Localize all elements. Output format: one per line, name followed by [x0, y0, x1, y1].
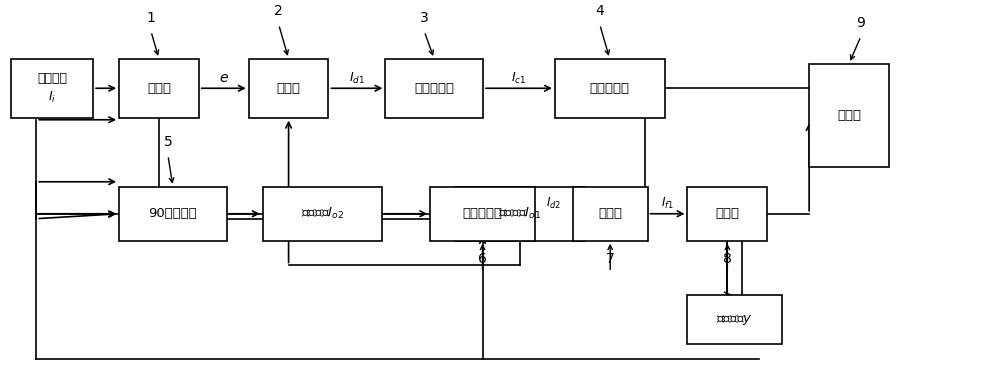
- Text: 1: 1: [147, 11, 155, 25]
- Bar: [119, 59, 199, 118]
- Text: 5: 5: [164, 135, 172, 149]
- Text: 输出信号$I_{o1}$: 输出信号$I_{o1}$: [498, 206, 542, 221]
- Bar: [573, 187, 648, 241]
- Bar: [687, 295, 782, 344]
- Text: 鉴相器: 鉴相器: [277, 82, 301, 95]
- Bar: [430, 187, 535, 241]
- Text: 90度移相器: 90度移相器: [149, 207, 197, 220]
- Text: 滤波器: 滤波器: [598, 207, 622, 220]
- Bar: [11, 59, 93, 118]
- Bar: [385, 59, 483, 118]
- Bar: [263, 187, 382, 241]
- Bar: [119, 187, 227, 241]
- Text: $I_{d2}$: $I_{d2}$: [546, 196, 561, 211]
- Text: 2: 2: [274, 5, 283, 18]
- Text: 6: 6: [478, 252, 487, 266]
- Text: 减法器: 减法器: [147, 82, 171, 95]
- Text: $I_{c1}$: $I_{c1}$: [511, 71, 527, 86]
- Bar: [687, 187, 767, 241]
- Text: 输出信号$I_{o2}$: 输出信号$I_{o2}$: [301, 206, 344, 221]
- Text: $I_{f1}$: $I_{f1}$: [661, 196, 674, 211]
- Text: 8: 8: [723, 252, 732, 266]
- Text: 环路滤波器: 环路滤波器: [414, 82, 454, 95]
- Bar: [455, 187, 585, 241]
- Text: 7: 7: [606, 252, 615, 266]
- Text: 9: 9: [857, 16, 865, 30]
- Text: $e$: $e$: [219, 71, 229, 86]
- Text: 4: 4: [595, 5, 604, 18]
- Text: 幅值调节器: 幅值调节器: [463, 207, 503, 220]
- Text: 压控振荡器: 压控振荡器: [590, 82, 630, 95]
- Text: 3: 3: [420, 11, 429, 25]
- Text: $I_{d1}$: $I_{d1}$: [349, 71, 365, 86]
- Bar: [555, 59, 665, 118]
- Text: 积分器: 积分器: [715, 207, 739, 220]
- Text: 输入信号
$I_i$: 输入信号 $I_i$: [37, 72, 67, 104]
- Bar: [809, 64, 889, 167]
- Text: 输出信号$y$: 输出信号$y$: [716, 313, 753, 326]
- Text: 乘法器: 乘法器: [837, 109, 861, 122]
- Bar: [249, 59, 328, 118]
